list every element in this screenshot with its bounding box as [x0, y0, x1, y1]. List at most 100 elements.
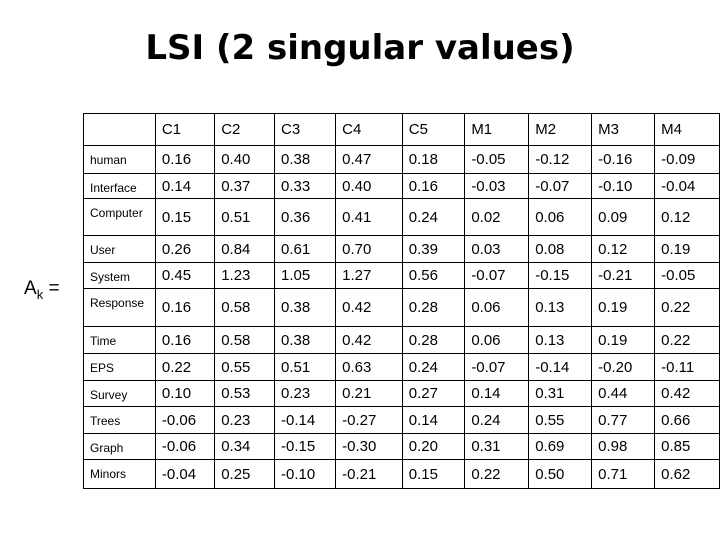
cell-value: 0.51 — [273, 353, 337, 381]
column-header: M2 — [528, 113, 593, 146]
cell-value: 0.16 — [401, 173, 466, 199]
cell-value: 0.58 — [214, 326, 275, 354]
cell-value: -0.10 — [591, 173, 656, 199]
cell-value: 0.16 — [154, 288, 216, 327]
cell-value: 0.10 — [154, 380, 216, 407]
cell-value: 0.19 — [591, 288, 656, 327]
table-row: Response 0.16 0.58 0.38 0.42 0.28 0.06 0.13 0.19… — [83, 288, 720, 327]
cell-value: 0.84 — [214, 235, 275, 263]
cell-value: -0.04 — [154, 459, 216, 489]
table-row: Time 0.16 0.58 0.38 0.42 0.28 0.06 0.13 0.19 0.22 — [83, 326, 720, 354]
cell-value: 0.02 — [464, 198, 530, 236]
matrix-label: Ak = — [24, 278, 60, 302]
cell-value: 1.05 — [273, 262, 337, 289]
cell-value: -0.11 — [654, 353, 720, 381]
cell-value: 0.24 — [401, 198, 466, 236]
cell-value: -0.30 — [335, 433, 403, 460]
cell-value: 0.12 — [654, 198, 720, 236]
cell-value: -0.09 — [654, 145, 720, 174]
cell-value: 0.39 — [401, 235, 466, 263]
cell-value: 0.08 — [528, 235, 593, 263]
cell-value: 0.23 — [273, 380, 337, 407]
cell-value: -0.15 — [528, 262, 593, 289]
cell-value: 0.45 — [154, 262, 216, 289]
table-row: Graph -0.06 0.34 -0.15 -0.30 0.20 0.31 0.69 0.98… — [83, 433, 720, 460]
cell-value: 0.85 — [654, 433, 720, 460]
table-row: System 0.45 1.23 1.05 1.27 0.56 -0.07 -0.15 -0.2… — [83, 262, 720, 289]
matrix-base: A — [24, 278, 37, 299]
table-row: EPS 0.22 0.55 0.51 0.63 0.24 -0.07 -0.14 -0.20 -0… — [83, 353, 720, 381]
cell-value: 0.09 — [591, 198, 656, 236]
column-header: M3 — [591, 113, 656, 146]
cell-value: 0.06 — [464, 288, 530, 327]
row-label: Interface — [83, 173, 156, 199]
cell-value: 0.31 — [528, 380, 593, 407]
matrix-subscript: k — [36, 286, 44, 302]
cell-value: 0.03 — [464, 235, 530, 263]
cell-value: 0.62 — [654, 459, 720, 489]
row-label: EPS — [83, 353, 156, 381]
cell-value: 0.70 — [335, 235, 403, 263]
cell-value: 0.23 — [214, 406, 275, 434]
cell-value: 0.25 — [214, 459, 275, 489]
column-header: C4 — [335, 113, 403, 146]
cell-value: 0.28 — [401, 326, 466, 354]
cell-value: -0.03 — [464, 173, 530, 199]
column-header: C5 — [401, 113, 466, 146]
cell-value: 0.55 — [214, 353, 275, 381]
cell-value: 0.77 — [591, 406, 656, 434]
column-header: C3 — [273, 113, 337, 146]
cell-value: 0.12 — [591, 235, 656, 263]
cell-value: 0.28 — [401, 288, 466, 327]
cell-value: 0.38 — [273, 145, 337, 174]
cell-value: -0.07 — [528, 173, 593, 199]
cell-value: 0.98 — [591, 433, 656, 460]
cell-value: 0.71 — [591, 459, 656, 489]
cell-value: 0.14 — [464, 380, 530, 407]
cell-value: -0.27 — [335, 406, 403, 434]
cell-value: 0.24 — [464, 406, 530, 434]
cell-value: 0.36 — [273, 198, 337, 236]
slide-title: LSI (2 singular values) — [145, 28, 575, 68]
cell-value: 0.42 — [335, 288, 403, 327]
cell-value: 0.38 — [273, 326, 337, 354]
cell-value: 0.24 — [401, 353, 466, 381]
cell-value: 0.26 — [154, 235, 216, 263]
cell-value: 0.15 — [154, 198, 216, 236]
cell-value: -0.21 — [335, 459, 403, 489]
cell-value: -0.14 — [528, 353, 593, 381]
cell-value: 0.22 — [154, 353, 216, 381]
cell-value: 0.58 — [214, 288, 275, 327]
cell-value: 0.50 — [528, 459, 593, 489]
cell-value: 0.34 — [214, 433, 275, 460]
cell-value: 0.14 — [401, 406, 466, 434]
cell-value: 0.53 — [214, 380, 275, 407]
cell-value: 1.27 — [335, 262, 403, 289]
cell-value: 0.13 — [528, 288, 593, 327]
cell-value: -0.14 — [273, 406, 337, 434]
matrix-equals: = — [48, 278, 60, 299]
cell-value: 0.44 — [591, 380, 656, 407]
row-label: Survey — [83, 380, 156, 407]
cell-value: 0.16 — [154, 326, 216, 354]
cell-value: -0.06 — [154, 433, 216, 460]
cell-value: 0.31 — [464, 433, 530, 460]
cell-value: -0.07 — [464, 353, 530, 381]
cell-value: 0.22 — [654, 288, 720, 327]
cell-value: 0.06 — [464, 326, 530, 354]
cell-value: 0.15 — [401, 459, 466, 489]
cell-value: 0.19 — [591, 326, 656, 354]
cell-value: 0.20 — [401, 433, 466, 460]
row-label: Minors — [83, 459, 156, 489]
cell-value: 0.47 — [335, 145, 403, 174]
cell-value: 0.40 — [214, 145, 275, 174]
table-row: Interface 0.14 0.37 0.33 0.40 0.16 -0.03 -0.07-… — [83, 173, 720, 199]
cell-value: -0.06 — [154, 406, 216, 434]
cell-value: 0.33 — [273, 173, 337, 199]
matrix-table: C1 C2 C3 C4 C5 M1 M2 M3 M4 human 0.16 0.40 0.38 0.47 0… — [83, 113, 720, 489]
cell-value: 0.22 — [654, 326, 720, 354]
cell-value: 0.13 — [528, 326, 593, 354]
cell-value: -0.12 — [528, 145, 593, 174]
cell-value: 0.22 — [464, 459, 530, 489]
